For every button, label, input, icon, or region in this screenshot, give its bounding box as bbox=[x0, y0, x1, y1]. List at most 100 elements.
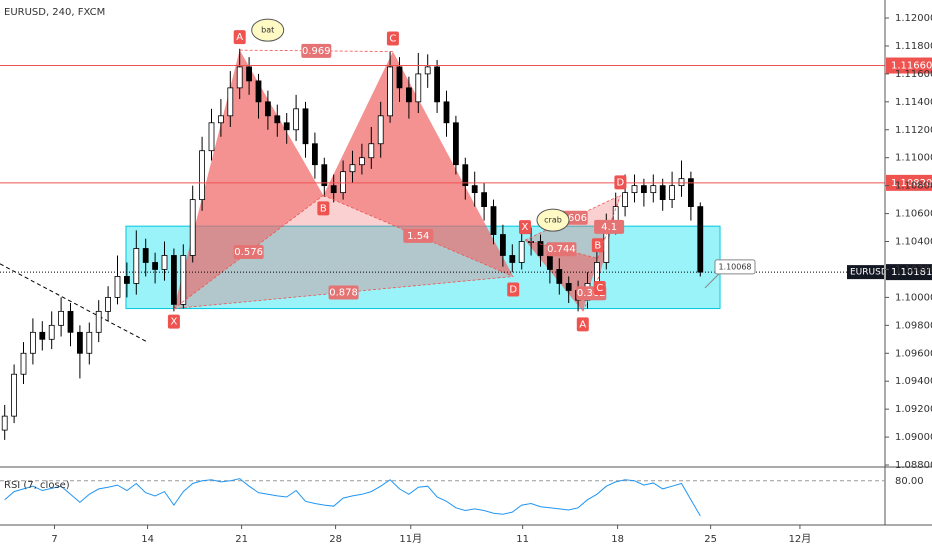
note-label: 1.10068 bbox=[718, 262, 751, 271]
candle-body bbox=[170, 255, 177, 305]
x-tick-label: 12月 bbox=[789, 533, 812, 545]
level-tag bbox=[886, 57, 932, 74]
callout-label: bat bbox=[261, 26, 274, 35]
candle-body bbox=[39, 331, 46, 340]
x-tick-label: 28 bbox=[329, 534, 342, 545]
x-tick-label: 7 bbox=[51, 534, 57, 545]
candle-body bbox=[330, 185, 337, 194]
rsi-name: RSI (7, close) bbox=[4, 480, 70, 491]
candle-body bbox=[499, 234, 506, 256]
candle-body bbox=[452, 122, 459, 166]
y-tick-label: 1.09200 bbox=[895, 404, 932, 415]
point-label: B bbox=[320, 203, 327, 214]
y-tick-label: 1.11200 bbox=[895, 125, 932, 136]
candle-body bbox=[133, 248, 140, 284]
candle-body bbox=[208, 122, 215, 152]
candle-body bbox=[377, 115, 384, 145]
y-tick-label: 1.12000 bbox=[895, 13, 932, 24]
pattern-leg bbox=[323, 51, 514, 277]
candle-body bbox=[481, 192, 487, 207]
point-tag bbox=[386, 31, 399, 46]
candle-body bbox=[687, 178, 694, 207]
candle-body bbox=[368, 143, 375, 159]
candle-body bbox=[11, 373, 17, 417]
candle-body bbox=[227, 87, 234, 117]
candle-body bbox=[236, 66, 243, 89]
y-tick-label: 1.10600 bbox=[895, 209, 932, 220]
x-tick-label: 18 bbox=[611, 534, 624, 545]
point-label: A bbox=[579, 319, 586, 330]
candle-body bbox=[631, 185, 638, 194]
candle-body bbox=[697, 206, 704, 273]
candle-body bbox=[105, 296, 111, 312]
y-tick-label: 1.09800 bbox=[895, 320, 932, 331]
y-tick-label: 1.11000 bbox=[895, 153, 932, 164]
candle-body bbox=[424, 66, 431, 75]
point-label: D bbox=[617, 177, 625, 188]
candle-body bbox=[86, 331, 93, 354]
candle-body bbox=[255, 80, 262, 103]
candle-body bbox=[650, 185, 657, 194]
candle-body bbox=[415, 73, 422, 103]
level-label: 1.10820 bbox=[891, 178, 932, 189]
ratio-line bbox=[323, 195, 514, 277]
note-box bbox=[714, 259, 756, 275]
candle-body bbox=[443, 101, 450, 124]
candle-body bbox=[311, 143, 318, 166]
point-tag bbox=[614, 175, 627, 190]
point-label: C bbox=[389, 34, 396, 45]
candle-body bbox=[546, 255, 553, 270]
symbol-tag bbox=[847, 265, 884, 280]
candle-body bbox=[20, 352, 27, 375]
pattern-body bbox=[173, 195, 514, 309]
x-tick-label: 11月 bbox=[399, 533, 422, 545]
candle-body bbox=[246, 66, 252, 82]
rsi-tick-label: 80.00 bbox=[895, 476, 924, 487]
chart-title: EURUSD, 240, FXCM bbox=[4, 7, 105, 18]
candle-body bbox=[180, 255, 187, 305]
candle-body bbox=[669, 185, 675, 201]
x-tick-label: 11 bbox=[516, 534, 529, 545]
candle-body bbox=[565, 283, 572, 291]
candle-body bbox=[678, 178, 685, 187]
candle-body bbox=[490, 206, 497, 235]
y-tick-label: 1.09000 bbox=[895, 432, 932, 443]
point-tag bbox=[167, 314, 180, 329]
candle-body bbox=[358, 157, 365, 166]
candle-body bbox=[302, 108, 309, 145]
candle-body bbox=[199, 150, 205, 201]
point-tag bbox=[507, 282, 520, 297]
candle-body bbox=[340, 171, 346, 194]
note-pointer bbox=[704, 273, 720, 289]
candle-body bbox=[471, 185, 478, 194]
candle-body bbox=[659, 185, 666, 201]
y-tick-label: 1.10400 bbox=[895, 237, 932, 248]
candle-body bbox=[114, 276, 121, 298]
candle-body bbox=[387, 66, 393, 117]
candle-body bbox=[48, 324, 55, 340]
rsi-line bbox=[4, 478, 701, 517]
ratio-tag bbox=[301, 43, 332, 58]
candle-body bbox=[518, 241, 525, 263]
candle-body bbox=[537, 241, 544, 256]
point-tag bbox=[317, 201, 330, 216]
ratio-label: 0.969 bbox=[302, 46, 331, 57]
candle-body bbox=[396, 66, 403, 89]
x-tick-label: 14 bbox=[141, 534, 154, 545]
candle-body bbox=[321, 164, 328, 187]
candle-body bbox=[434, 66, 440, 103]
point-label: X bbox=[522, 222, 529, 233]
ratio-tag bbox=[233, 244, 264, 259]
point-tag bbox=[233, 30, 246, 45]
candle-body bbox=[161, 255, 168, 270]
candle-body bbox=[29, 331, 36, 354]
candle-body bbox=[622, 192, 628, 207]
point-tag bbox=[576, 317, 589, 332]
y-tick-label: 1.09400 bbox=[895, 376, 932, 387]
level-label: 1.11660 bbox=[891, 61, 932, 72]
candle-body bbox=[76, 331, 83, 354]
candle-body bbox=[152, 262, 158, 270]
candle-body bbox=[349, 164, 356, 173]
